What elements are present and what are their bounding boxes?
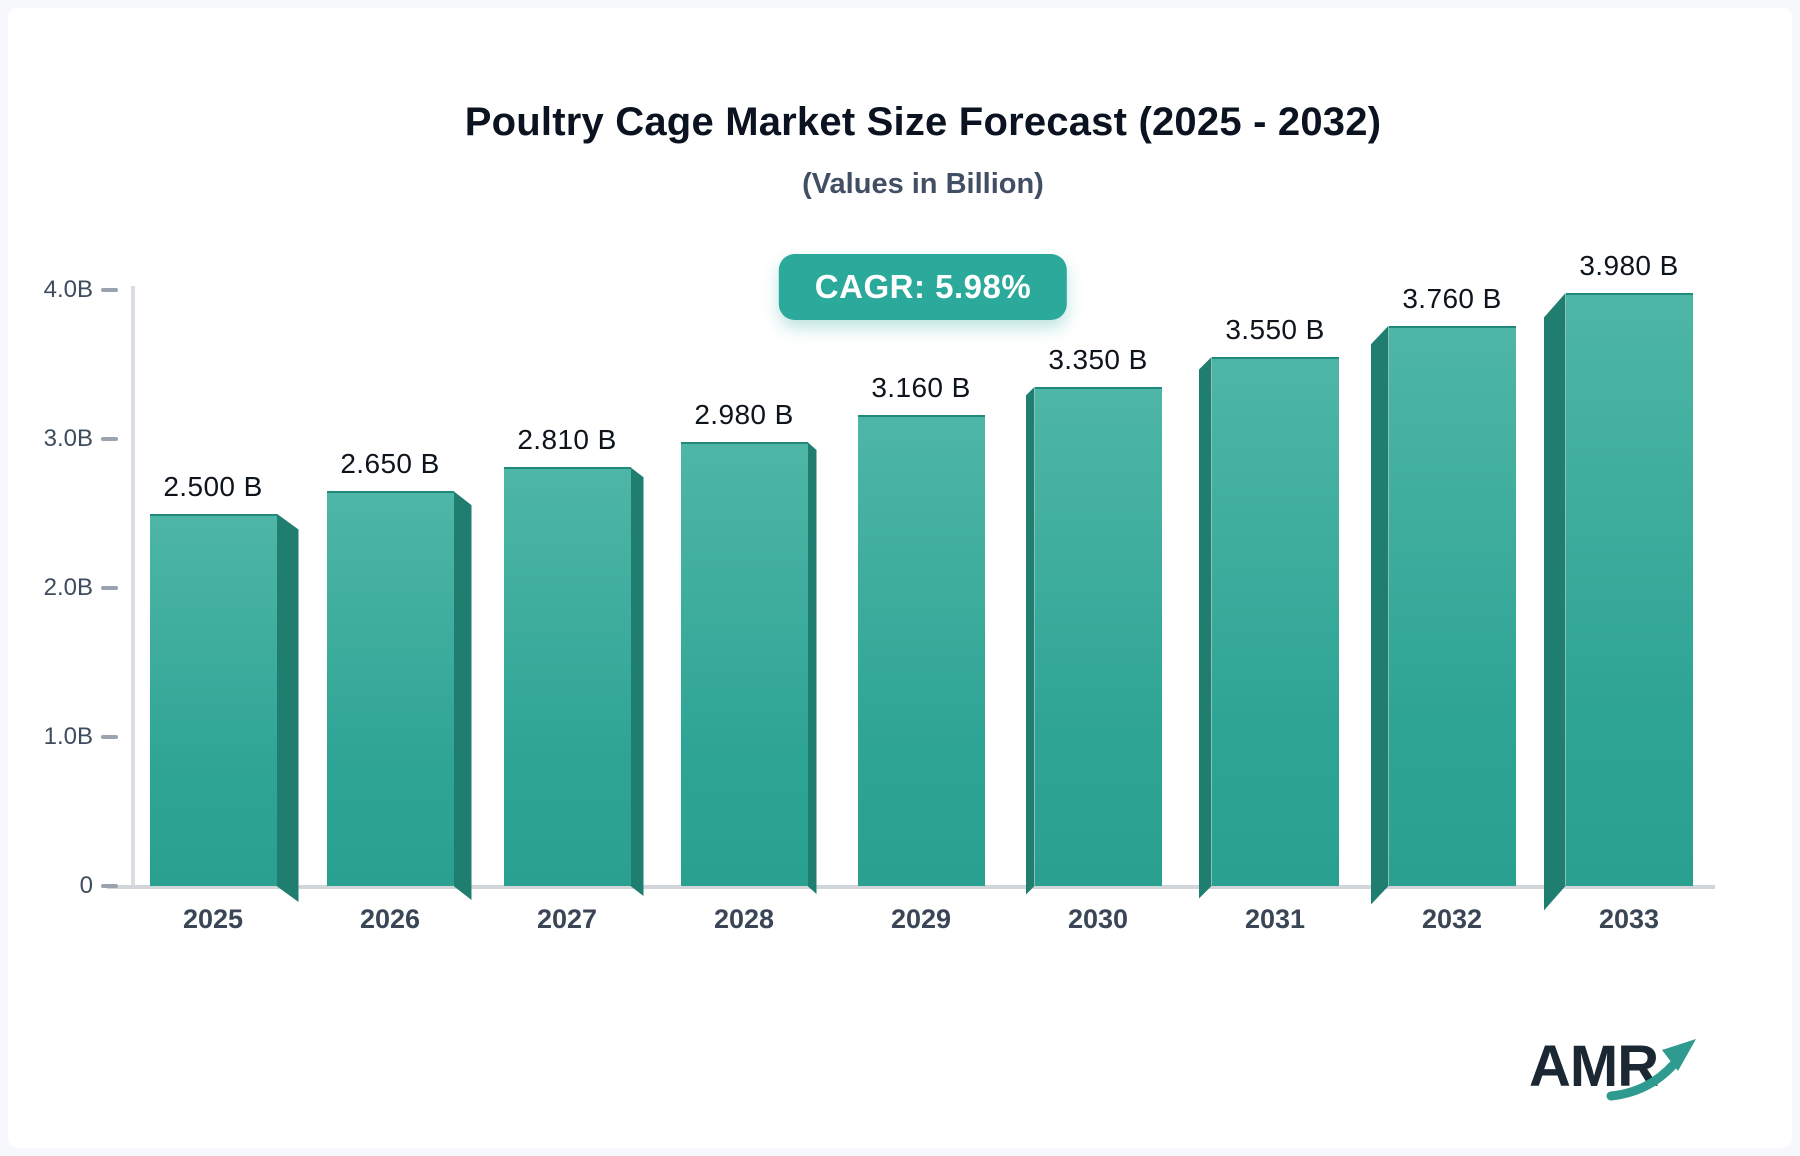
bar-3d-side (631, 467, 644, 896)
y-axis-tick-label: 4.0B (43, 276, 93, 303)
y-tick-dash (101, 288, 118, 292)
x-axis-category-label: 2028 (713, 904, 775, 934)
bar-3d-side (1544, 293, 1566, 911)
x-axis-category-label: 2031 (1244, 904, 1306, 934)
cagr-badge: CAGR: 5.98% (778, 254, 1068, 320)
x-axis-category-label: 2025 (182, 904, 244, 934)
bar-value-label: 3.350 B (1048, 343, 1148, 375)
chart-title: Poultry Cage Market Size Forecast (2025 … (464, 100, 1382, 144)
bar-3d-side (808, 442, 817, 894)
y-axis-tick-label: 2.0B (43, 574, 93, 601)
y-axis-tick-label: 0 (79, 872, 93, 899)
x-axis-baseline (107, 885, 1715, 889)
bar-3d-side (1026, 387, 1035, 895)
y-tick-dash (101, 586, 118, 590)
growth-arrow-icon (1606, 1039, 1696, 1101)
y-tick-dash (101, 884, 118, 888)
bar-3d-side (1371, 326, 1389, 905)
y-axis-tick-label: 1.0B (43, 723, 93, 750)
bar (1388, 325, 1516, 886)
x-axis-category-label: 2026 (359, 904, 421, 934)
bar-value-label: 2.980 B (694, 398, 794, 430)
bar (149, 513, 277, 886)
bar-value-label: 3.980 B (1579, 249, 1679, 281)
bar (1211, 357, 1339, 886)
x-axis-category-label: 2033 (1598, 904, 1660, 934)
brand-logo: AMR (1529, 1038, 1696, 1101)
bar (1034, 386, 1162, 886)
bar (1565, 292, 1693, 886)
x-axis-category-label: 2029 (890, 904, 952, 934)
y-axis-tick-label: 3.0B (43, 425, 93, 452)
bar-3d-side (277, 514, 299, 903)
y-tick-dash (101, 437, 118, 441)
bar-3d-side (454, 491, 472, 900)
bar-value-label: 2.810 B (517, 424, 617, 456)
x-axis-category-label: 2027 (536, 904, 598, 934)
chart-subtitle: (Values in Billion) (802, 168, 1044, 200)
bar (857, 415, 985, 886)
bar-value-label: 3.760 B (1402, 282, 1502, 314)
bar-value-label: 2.500 B (163, 470, 263, 502)
bar-3d-side (1199, 357, 1212, 899)
x-axis-category-label: 2032 (1421, 904, 1483, 934)
bar-value-label: 2.650 B (340, 448, 440, 480)
bar-value-label: 3.550 B (1225, 314, 1325, 346)
x-axis-category-label: 2030 (1067, 904, 1129, 934)
bar-value-label: 3.160 B (871, 372, 971, 404)
bar (503, 467, 631, 886)
bar (326, 491, 454, 886)
bar (680, 441, 808, 886)
y-tick-dash (101, 735, 118, 739)
y-axis-line (131, 286, 135, 889)
